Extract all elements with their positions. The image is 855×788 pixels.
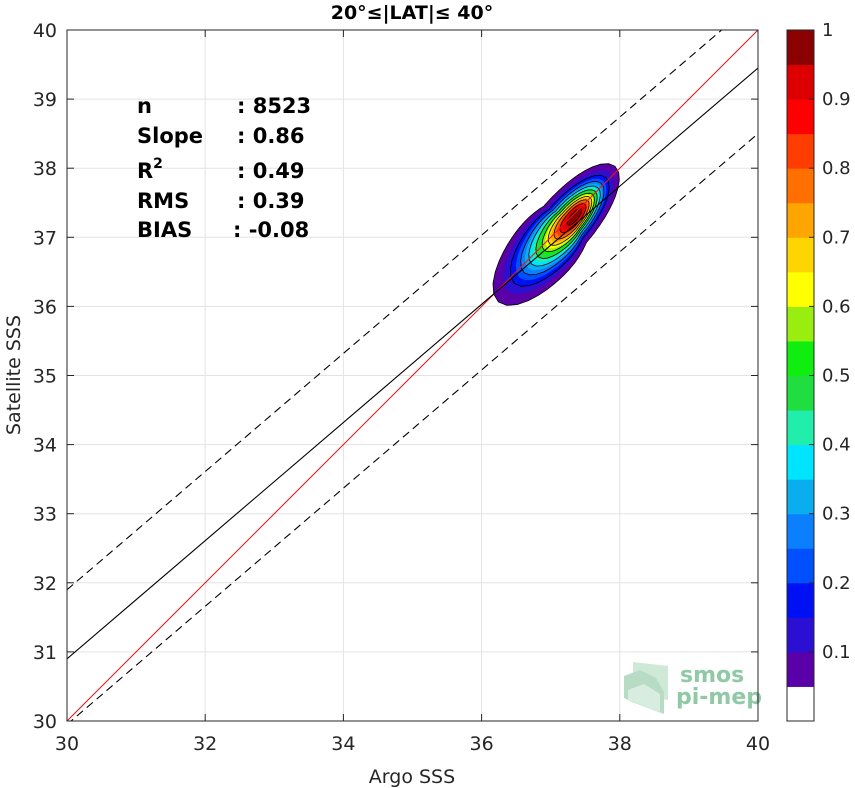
colorbar-segment bbox=[787, 237, 814, 273]
colorbar-segment bbox=[787, 548, 814, 584]
stat-r2-label: R2 bbox=[137, 156, 163, 183]
colorbar-segment bbox=[787, 271, 814, 307]
x-axis-label: Argo SSS bbox=[369, 766, 455, 788]
colorbar-segment bbox=[787, 651, 814, 687]
y-tick-label: 38 bbox=[33, 158, 57, 180]
colorbar-segment bbox=[787, 444, 814, 480]
x-tick-label: 34 bbox=[331, 733, 355, 755]
colorbar-segment bbox=[787, 686, 814, 722]
stat-r2-value: : 0.49 bbox=[237, 159, 305, 183]
colorbar-segment bbox=[787, 133, 814, 169]
colorbar-tick-label: 0.7 bbox=[822, 227, 851, 248]
x-tick-label: 30 bbox=[55, 733, 79, 755]
x-tick-label: 38 bbox=[608, 733, 632, 755]
colorbar-tick-label: 0.4 bbox=[822, 435, 851, 456]
stat-r2-base: R bbox=[137, 159, 153, 183]
identity-line bbox=[67, 30, 758, 721]
colorbar-segment bbox=[787, 582, 814, 618]
colorbar-tick-label: 0.8 bbox=[822, 158, 851, 179]
y-tick-label: 35 bbox=[33, 366, 57, 388]
lower-bound-line bbox=[70, 133, 758, 721]
stat-bias-value: : -0.08 bbox=[233, 218, 309, 242]
colorbar-segment bbox=[787, 30, 814, 66]
upper-bound-line bbox=[67, 30, 723, 591]
x-tick-label: 32 bbox=[193, 733, 217, 755]
colorbar-segment bbox=[787, 168, 814, 204]
stat-rms-label: RMS bbox=[137, 189, 189, 213]
stat-n-value: : 8523 bbox=[237, 94, 311, 118]
stat-rms-value: : 0.39 bbox=[237, 189, 305, 213]
y-tick-label: 39 bbox=[33, 89, 57, 111]
colorbar-segment bbox=[787, 64, 814, 100]
colorbar-segment bbox=[787, 340, 814, 376]
stat-bias-label: BIAS bbox=[137, 218, 192, 242]
colorbar-tick-label: 0.6 bbox=[822, 296, 851, 317]
x-tick-label: 40 bbox=[746, 733, 770, 755]
colorbar-segment bbox=[787, 410, 814, 446]
logo-text-smos: smos bbox=[680, 663, 744, 688]
smos-pimep-logo: smos pi-mep bbox=[624, 662, 762, 714]
colorbar-tick-label: 0.5 bbox=[822, 366, 851, 387]
grid bbox=[66, 29, 759, 722]
colorbar-tick-label: 0.3 bbox=[822, 504, 851, 525]
colorbar-segment bbox=[787, 479, 814, 515]
density-contour bbox=[566, 208, 582, 226]
stat-slope-label: Slope bbox=[137, 124, 203, 148]
colorbar-tick-label: 0.1 bbox=[822, 642, 851, 663]
y-tick-label: 36 bbox=[33, 296, 57, 318]
colorbar-segment bbox=[787, 306, 814, 342]
y-tick-label: 40 bbox=[33, 20, 57, 42]
stat-r2-sup: 2 bbox=[153, 156, 163, 172]
y-tick-label: 32 bbox=[33, 573, 57, 595]
regression-line bbox=[67, 67, 758, 660]
colorbar-tick-label: 1 bbox=[822, 20, 833, 41]
y-axis-label: Satellite SSS bbox=[3, 315, 25, 435]
stats-block: n : 8523 Slope : 0.86 R2 : 0.49 RMS : 0.… bbox=[137, 94, 311, 242]
y-tick-label: 31 bbox=[33, 642, 57, 664]
colorbar: 0.1 0.2 0.3 0.4 0.5 0.6 0.7 0.8 0.9 1 bbox=[786, 20, 851, 722]
y-tick-label: 30 bbox=[33, 711, 57, 733]
y-tick-label: 34 bbox=[33, 435, 57, 457]
colorbar-segment bbox=[787, 513, 814, 549]
reference-lines bbox=[67, 30, 758, 721]
y-tick-label: 33 bbox=[33, 504, 57, 526]
colorbar-segment bbox=[787, 375, 814, 411]
colorbar-tick-label: 0.2 bbox=[822, 573, 851, 594]
axis-ticks: 30 32 34 36 38 40 30 31 32 33 34 35 36 37 38 39 40 bbox=[33, 20, 770, 755]
x-tick-label: 36 bbox=[470, 733, 494, 755]
colorbar-segment bbox=[787, 617, 814, 653]
colorbar-segment bbox=[787, 99, 814, 135]
colorbar-segment bbox=[787, 202, 814, 238]
logo-text-pimep: pi-mep bbox=[676, 685, 762, 710]
chart-title: 20°≤|LAT|≤ 40° bbox=[331, 2, 494, 24]
y-tick-label: 37 bbox=[33, 227, 57, 249]
stat-slope-value: : 0.86 bbox=[237, 124, 305, 148]
colorbar-tick-label: 0.9 bbox=[822, 89, 851, 110]
stat-n-label: n bbox=[137, 94, 152, 118]
